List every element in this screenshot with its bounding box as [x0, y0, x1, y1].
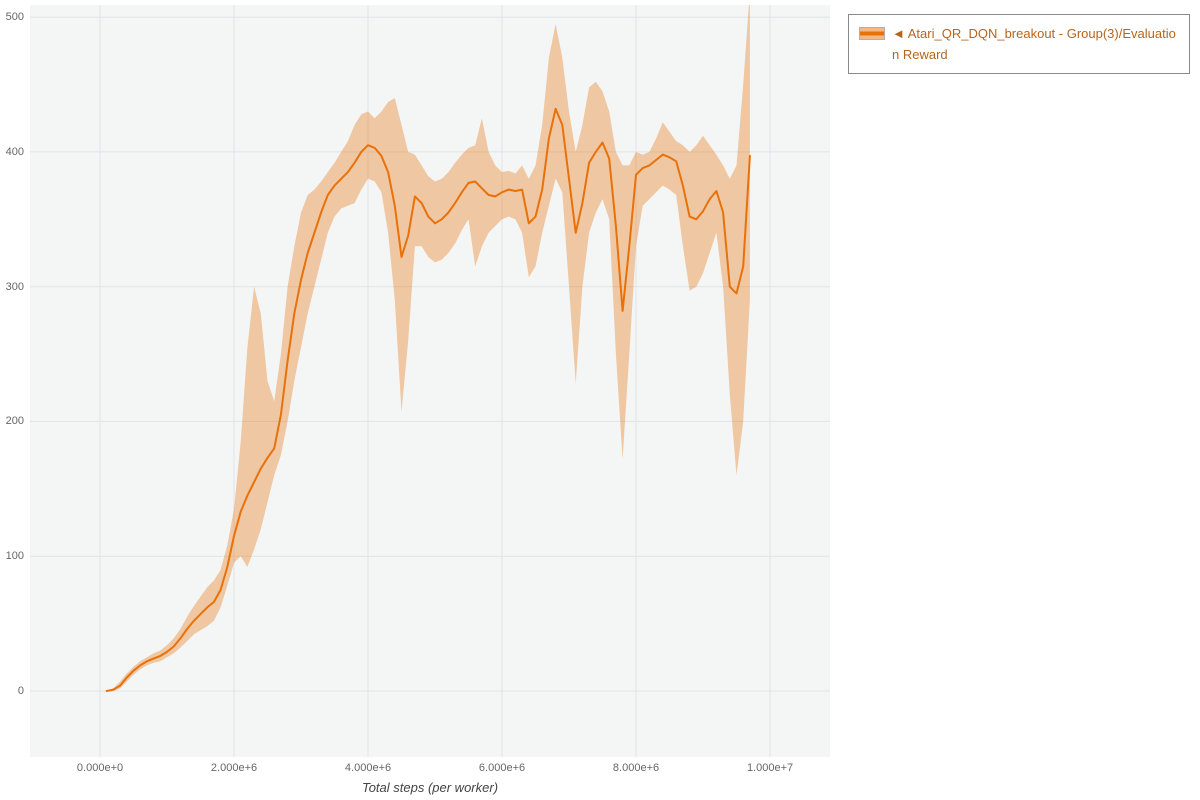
x-tick-label: 2.000e+6 — [210, 762, 258, 774]
x-tick-label: 4.000e+6 — [344, 762, 392, 774]
y-tick-label: 300 — [5, 280, 24, 293]
x-tick-label: 6.000e+6 — [478, 762, 526, 774]
y-axis-ticks: 0 100 200 300 400 500 — [0, 0, 26, 770]
series-line — [105, 107, 751, 692]
legend-swatch — [859, 27, 885, 40]
chart-canvas — [30, 0, 830, 757]
y-tick-label: 0 — [17, 684, 24, 697]
y-tick-label: 500 — [5, 11, 24, 24]
x-tick-label: 0.000e+0 — [76, 762, 124, 774]
x-tick-label: 1.000e+7 — [746, 762, 794, 774]
y-tick-label: 200 — [5, 415, 24, 428]
legend: ◄ Atari_QR_DQN_breakout - Group(3)/Evalu… — [848, 14, 1190, 74]
gridlines — [30, 5, 830, 757]
confidence-band — [106, 0, 750, 691]
x-axis-label: Total steps (per worker) — [361, 780, 499, 795]
legend-entry-label: ◄ Atari_QR_DQN_breakout - Group(3)/Evalu… — [892, 26, 1176, 62]
x-tick-label: 8.000e+6 — [612, 762, 660, 774]
y-tick-label: 100 — [5, 550, 24, 563]
legend-item[interactable]: ◄ Atari_QR_DQN_breakout - Group(3)/Evalu… — [859, 23, 1179, 65]
plot-area[interactable] — [30, 0, 830, 757]
y-tick-label: 400 — [5, 145, 24, 158]
